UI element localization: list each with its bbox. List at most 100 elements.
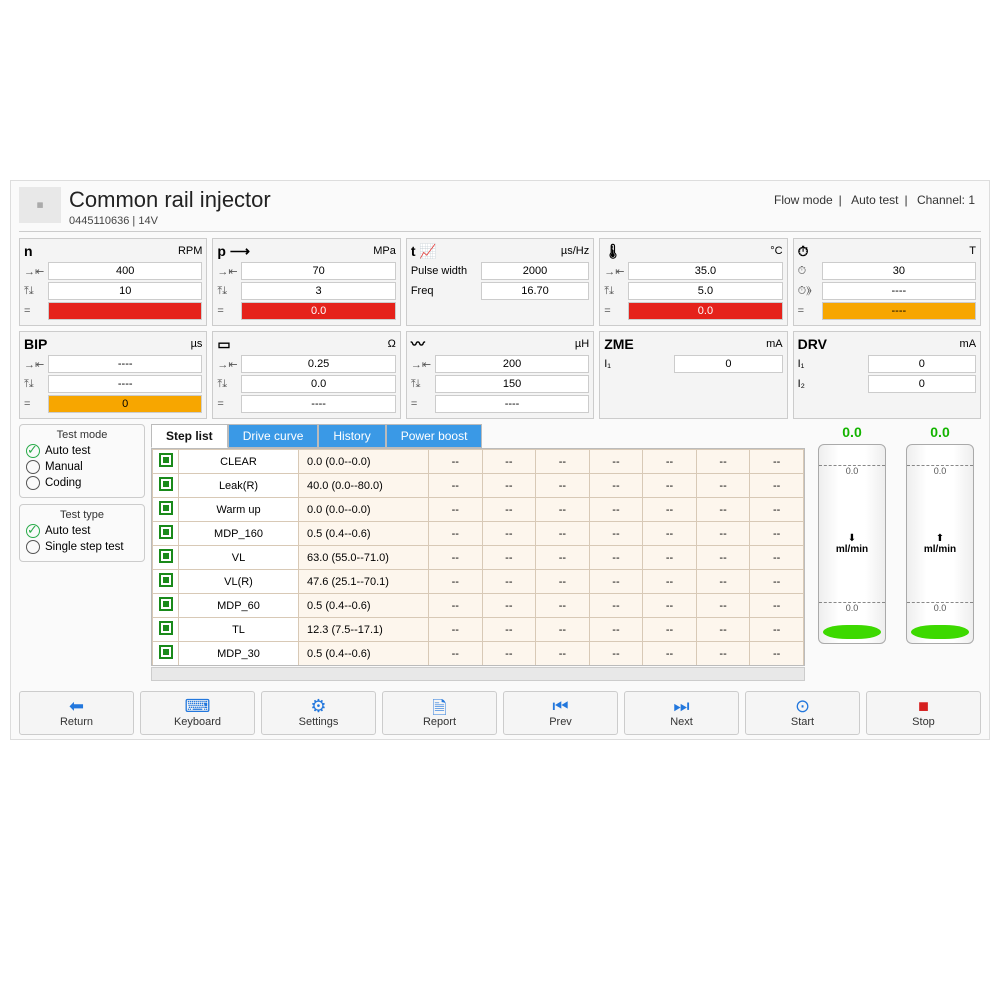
step-value: -- xyxy=(536,498,590,522)
checkbox-icon[interactable] xyxy=(159,525,173,539)
stop-icon: ■ xyxy=(867,696,980,716)
table-row[interactable]: VL(R)47.6 (25.1--70.1)-------------- xyxy=(153,570,804,594)
step-value: -- xyxy=(750,570,804,594)
step-value: -- xyxy=(643,474,697,498)
keyboard-icon: ⌨ xyxy=(141,696,254,716)
tab-step-list[interactable]: Step list xyxy=(151,424,228,448)
return-icon: ⬅ xyxy=(20,696,133,716)
stop-button[interactable]: ■Stop xyxy=(866,691,981,735)
table-row[interactable]: LL4.7 (1.2--8.2)-------------- xyxy=(153,666,804,667)
tab-drive-curve[interactable]: Drive curve xyxy=(228,424,319,448)
step-value: -- xyxy=(536,570,590,594)
step-name: TL xyxy=(179,618,299,642)
table-row[interactable]: MDP_600.5 (0.4--0.6)-------------- xyxy=(153,594,804,618)
checkbox-icon[interactable] xyxy=(159,645,173,659)
step-value: -- xyxy=(536,594,590,618)
table-row[interactable]: MDP_300.5 (0.4--0.6)-------------- xyxy=(153,642,804,666)
instrument-panel: 🌡°C→⇤35.0⤒⤓5.0=0.0 xyxy=(599,238,787,326)
mode-option[interactable]: Manual xyxy=(26,459,138,475)
step-value: -- xyxy=(643,642,697,666)
button-label: Start xyxy=(746,716,859,728)
step-value: -- xyxy=(482,642,536,666)
report-button[interactable]: 🗎Report xyxy=(382,691,497,735)
table-row[interactable]: MDP_1600.5 (0.4--0.6)-------------- xyxy=(153,522,804,546)
next-button[interactable]: ⏭Next xyxy=(624,691,739,735)
instrument-row-2: BIPµs→⇤----⤒⤓----=0▭Ω→⇤0.25⤒⤓0.0=----〰µH… xyxy=(19,331,981,419)
logo: ▦ xyxy=(19,187,61,223)
page-title: Common rail injector xyxy=(69,187,271,213)
step-value: -- xyxy=(429,546,483,570)
checkbox-icon[interactable] xyxy=(159,501,173,515)
step-value: -- xyxy=(536,546,590,570)
start-icon: ⊙ xyxy=(746,696,859,716)
step-value: -- xyxy=(643,618,697,642)
table-row[interactable]: Leak(R)40.0 (0.0--80.0)-------------- xyxy=(153,474,804,498)
cylinder-2-value: 0.0 xyxy=(930,424,949,440)
h-scrollbar[interactable] xyxy=(151,667,805,681)
settings-icon: ⚙ xyxy=(262,696,375,716)
button-label: Settings xyxy=(262,716,375,728)
table-row[interactable]: Warm up0.0 (0.0--0.0)-------------- xyxy=(153,498,804,522)
step-range: 47.6 (25.1--70.1) xyxy=(299,570,429,594)
mode-label: Coding xyxy=(45,477,81,489)
step-value: -- xyxy=(589,594,643,618)
step-value: -- xyxy=(696,450,750,474)
tab-power-boost[interactable]: Power boost xyxy=(386,424,483,448)
step-value: -- xyxy=(696,594,750,618)
prev-button[interactable]: ⏮Prev xyxy=(503,691,618,735)
checkbox-icon[interactable] xyxy=(159,597,173,611)
button-label: Next xyxy=(625,716,738,728)
cylinder-1: 0.0 0.0 ⬇ml/min 0.0 xyxy=(811,424,893,681)
step-value: -- xyxy=(589,546,643,570)
mode-label: Auto test xyxy=(45,525,90,537)
report-icon: 🗎 xyxy=(383,696,496,716)
liquid-level xyxy=(911,625,969,639)
step-value: -- xyxy=(429,666,483,667)
settings-button[interactable]: ⚙Settings xyxy=(261,691,376,735)
step-value: -- xyxy=(589,498,643,522)
step-value: -- xyxy=(589,642,643,666)
mode-sidebar: Test mode Auto testManualCoding Test typ… xyxy=(19,424,145,681)
step-name: MDP_60 xyxy=(179,594,299,618)
step-value: -- xyxy=(536,642,590,666)
checkbox-icon[interactable] xyxy=(159,573,173,587)
table-row[interactable]: VL63.0 (55.0--71.0)-------------- xyxy=(153,546,804,570)
mode-option[interactable]: Auto test xyxy=(26,443,138,459)
checkbox-icon[interactable] xyxy=(159,549,173,563)
instrument-row-1: nRPM→⇤400⤒⤓10=p ⟶MPa→⇤70⤒⤓3=0.0t 📈µs/HzP… xyxy=(19,238,981,326)
step-value: -- xyxy=(482,594,536,618)
table-row[interactable]: CLEAR0.0 (0.0--0.0)-------------- xyxy=(153,450,804,474)
step-value: -- xyxy=(536,450,590,474)
tube-tick: 0.0 xyxy=(907,602,973,613)
test-type-title: Test type xyxy=(26,509,138,521)
step-value: -- xyxy=(482,546,536,570)
step-value: -- xyxy=(429,450,483,474)
radio-icon xyxy=(26,476,40,490)
step-value: -- xyxy=(429,642,483,666)
checkbox-icon[interactable] xyxy=(159,621,173,635)
return-button[interactable]: ⬅Return xyxy=(19,691,134,735)
step-value: -- xyxy=(482,522,536,546)
mode-option[interactable]: Coding xyxy=(26,475,138,491)
step-value: -- xyxy=(589,450,643,474)
table-row[interactable]: TL12.3 (7.5--17.1)-------------- xyxy=(153,618,804,642)
step-range: 0.0 (0.0--0.0) xyxy=(299,450,429,474)
step-table-wrap[interactable]: CLEAR0.0 (0.0--0.0)--------------Leak(R)… xyxy=(151,448,805,666)
keyboard-button[interactable]: ⌨Keyboard xyxy=(140,691,255,735)
injector-down-icon: ⬇ml/min xyxy=(836,533,868,555)
radio-icon xyxy=(26,444,40,458)
tab-history[interactable]: History xyxy=(318,424,385,448)
next-icon: ⏭ xyxy=(625,696,738,716)
app-window: ▦ Common rail injector 0445110636 | 14V … xyxy=(10,180,990,740)
mode-option[interactable]: Single step test xyxy=(26,539,138,555)
tube-tick: 0.0 xyxy=(819,465,885,476)
checkbox-icon[interactable] xyxy=(159,453,173,467)
checkbox-icon[interactable] xyxy=(159,477,173,491)
mode-option[interactable]: Auto test xyxy=(26,523,138,539)
step-value: -- xyxy=(482,450,536,474)
mode-label: Manual xyxy=(45,461,83,473)
header-status: Flow mode| Auto test| Channel: 1 xyxy=(768,187,981,207)
step-name: Warm up xyxy=(179,498,299,522)
step-value: -- xyxy=(696,570,750,594)
start-button[interactable]: ⊙Start xyxy=(745,691,860,735)
